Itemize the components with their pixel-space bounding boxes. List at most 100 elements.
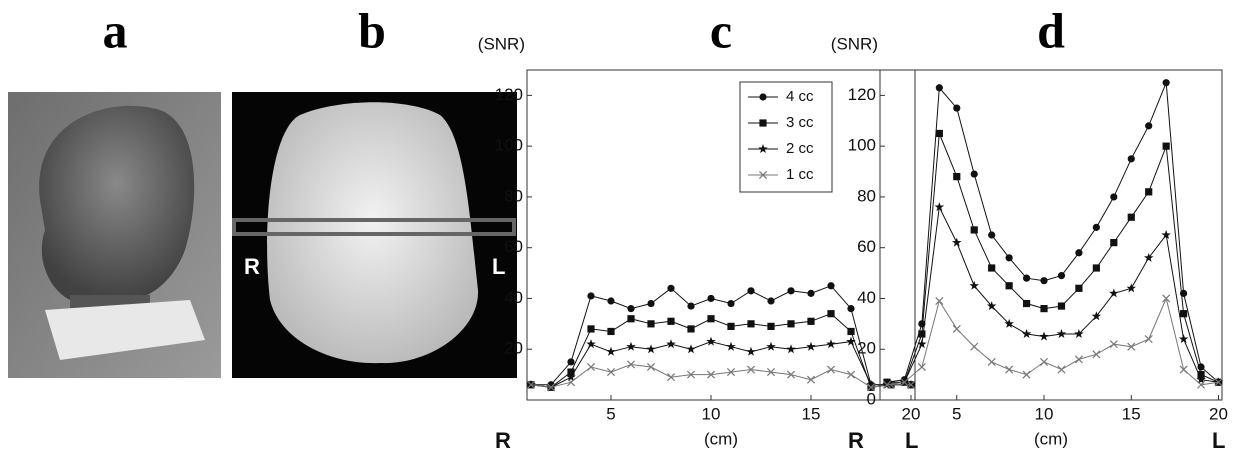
- data-point: [646, 362, 656, 372]
- data-point: [706, 336, 716, 346]
- data-point: [986, 301, 997, 311]
- data-point: [1074, 329, 1084, 339]
- data-point: [686, 344, 696, 354]
- data-point: [786, 344, 796, 354]
- data-point: [1022, 370, 1031, 379]
- data-point: [807, 289, 815, 297]
- phantom-head: [39, 105, 195, 301]
- legend-box: [739, 81, 833, 193]
- data-point: [953, 104, 961, 112]
- data-point: [1162, 294, 1171, 303]
- data-point: [969, 280, 979, 290]
- x-tick-label: 20: [1209, 404, 1228, 423]
- y-tick-label: 80: [504, 186, 523, 205]
- data-point: [747, 287, 755, 295]
- data-point: [1196, 374, 1206, 384]
- data-point: [586, 339, 596, 349]
- data-point: [1127, 155, 1135, 163]
- data-point: [1197, 380, 1206, 389]
- x-axis-label: (cm): [1034, 429, 1068, 448]
- data-point: [746, 365, 756, 374]
- legend-marker: [758, 144, 768, 154]
- data-point: [1162, 142, 1170, 150]
- data-point: [826, 365, 836, 374]
- data-point: [526, 380, 536, 389]
- data-point: [953, 173, 961, 181]
- x-tick-label: 10: [1035, 404, 1054, 423]
- data-point: [726, 341, 736, 351]
- series-line: [530, 363, 911, 388]
- data-point: [806, 375, 816, 384]
- y-tick-label: 20: [857, 339, 876, 358]
- data-point: [787, 320, 795, 328]
- data-point: [1021, 329, 1032, 339]
- data-point: [1057, 365, 1066, 374]
- data-point: [847, 305, 855, 313]
- y-tick-label: 40: [504, 288, 523, 307]
- data-point: [626, 360, 636, 369]
- data-point: [766, 368, 776, 377]
- data-point: [587, 325, 595, 333]
- data-point: [586, 362, 596, 372]
- data-point: [767, 322, 775, 330]
- y-tick-label: 60: [857, 237, 876, 256]
- data-point: [1056, 329, 1067, 339]
- data-point: [1179, 365, 1188, 374]
- panel-label: b: [358, 2, 386, 58]
- data-point: [1214, 378, 1223, 387]
- data-point: [666, 373, 676, 382]
- data-point: [846, 370, 856, 379]
- legend-label: 1 cc: [786, 166, 814, 183]
- data-point: [646, 344, 656, 354]
- data-point: [1178, 334, 1189, 344]
- series-line: [886, 205, 1219, 386]
- data-point: [707, 315, 715, 323]
- data-point: [707, 294, 715, 303]
- data-point: [787, 287, 795, 295]
- data-point: [607, 327, 615, 336]
- y-tick-label: 100: [848, 136, 876, 155]
- data-point: [1040, 277, 1048, 285]
- data-point: [746, 346, 756, 356]
- left-marker: R: [244, 254, 260, 279]
- data-point: [1109, 288, 1119, 298]
- data-point: [687, 325, 695, 333]
- data-point: [970, 170, 978, 178]
- data-point: [1144, 335, 1153, 344]
- y-axis-label: (SNR): [478, 34, 525, 53]
- data-point: [970, 226, 978, 234]
- plot-frame: [526, 69, 916, 401]
- data-point: [647, 299, 655, 308]
- data-point: [606, 346, 616, 356]
- x-tick-label: 10: [702, 404, 721, 423]
- legend-marker: [759, 119, 767, 127]
- data-point: [1005, 254, 1013, 262]
- data-point: [806, 341, 816, 351]
- data-point: [546, 383, 556, 392]
- data-point: [626, 341, 636, 351]
- data-point: [1162, 79, 1170, 87]
- data-point: [1092, 350, 1101, 359]
- data-point: [1126, 283, 1137, 293]
- data-point: [900, 378, 909, 387]
- data-point: [847, 327, 855, 336]
- data-point: [970, 342, 979, 351]
- data-point: [1005, 282, 1013, 290]
- data-point: [627, 315, 635, 323]
- x-tick-label: 15: [802, 404, 821, 423]
- x-tick-label: 5: [606, 404, 615, 423]
- data-point: [934, 202, 945, 212]
- data-point: [767, 297, 775, 305]
- y-tick-label: 80: [857, 186, 876, 205]
- data-point: [1180, 310, 1188, 318]
- right-marker: L: [492, 254, 505, 279]
- data-point: [567, 368, 575, 376]
- x-right-label: L: [905, 428, 918, 453]
- data-point: [1004, 318, 1014, 328]
- x-tick-label: 5: [952, 404, 961, 423]
- y-tick-label: 60: [504, 237, 523, 256]
- data-point: [687, 302, 695, 310]
- data-point: [727, 322, 735, 330]
- x-axis-label: (cm): [704, 429, 738, 448]
